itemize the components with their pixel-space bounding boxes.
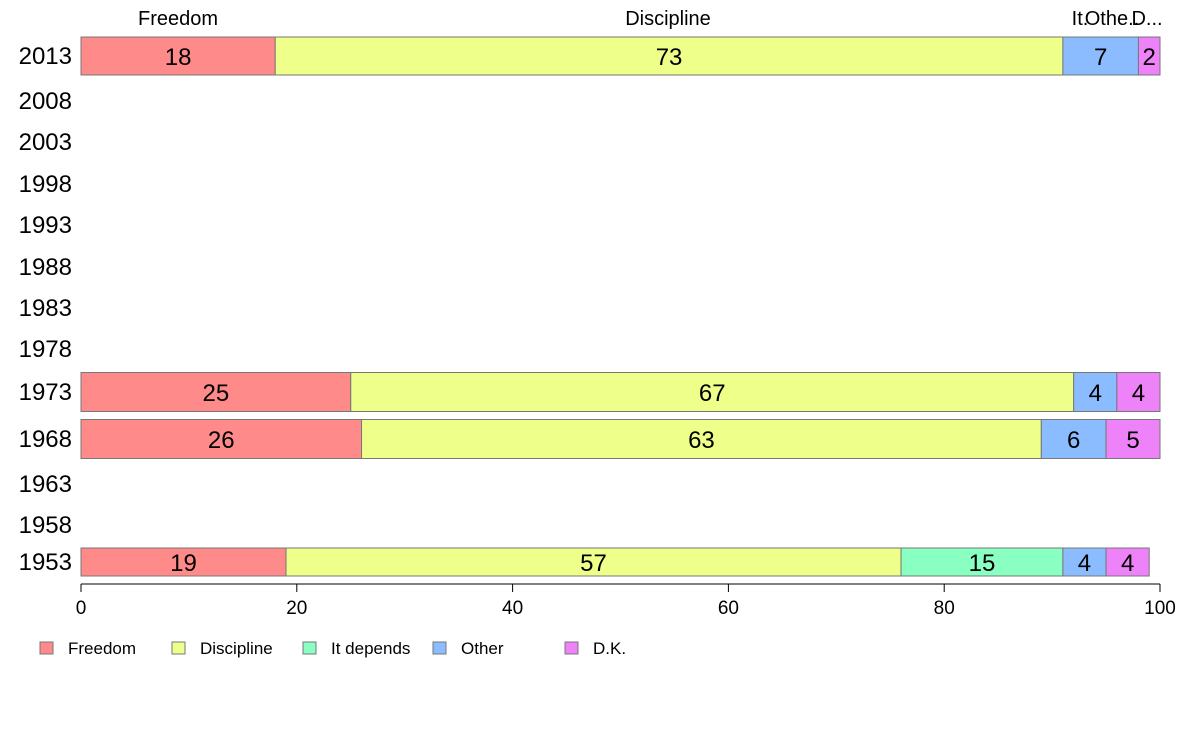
bar-1968-freedom — [80, 419, 363, 459]
legend-label-other: Other — [461, 639, 504, 658]
column-header-2: Discipline — [625, 8, 711, 30]
y-tick-label-1993: 1993 — [19, 212, 72, 239]
bar-2013-d-k — [1137, 36, 1161, 76]
x-tick-label-60: 60 — [718, 598, 739, 619]
bar-1973-d-k — [1116, 372, 1161, 412]
bar-1968-discipline — [361, 419, 1042, 459]
legend-swatch-d-k — [564, 641, 579, 655]
data-label-1953-it-depends: 15 — [969, 550, 996, 577]
column-header-5: D... — [1131, 8, 1162, 30]
y-tick-label-1988: 1988 — [19, 254, 72, 281]
y-axis-tick-labels: 2013 2008 2003 1998 1993 1988 1983 1978 1973 1968… — [19, 43, 72, 576]
bar-1953-other — [1062, 547, 1107, 577]
bar-2013-other — [1062, 36, 1139, 76]
y-tick-label-1973: 1973 — [19, 379, 72, 406]
data-label-1973-other: 4 — [1089, 380, 1102, 407]
bars: 18 73 7 2 25 67 4 4 26 63 6 5 19 57 15 4 4 — [80, 36, 1161, 577]
data-label-1973-d-k: 4 — [1132, 380, 1145, 407]
x-tick-label-40: 40 — [502, 598, 523, 619]
x-tick-label-80: 80 — [934, 598, 955, 619]
y-tick-label-1963: 1963 — [19, 471, 72, 498]
legend-swatch-other — [432, 641, 447, 655]
legend-label-discipline: Discipline — [200, 639, 273, 658]
column-header-4: Othe.. — [1085, 8, 1139, 30]
x-tick-label-0: 0 — [76, 598, 87, 619]
legend-swatch-it-depends — [302, 641, 317, 655]
bar-1953-d-k — [1105, 547, 1150, 577]
column-header-labels: Freedom Discipline It.Othe..D... — [138, 8, 1163, 30]
y-tick-label-2013: 2013 — [19, 43, 72, 70]
data-label-1953-freedom: 19 — [170, 550, 197, 577]
bar-1973-discipline — [350, 372, 1075, 412]
y-tick-label-1968: 1968 — [19, 426, 72, 453]
data-label-1968-d-k: 5 — [1126, 427, 1139, 454]
data-label-1968-freedom: 26 — [208, 427, 235, 454]
data-label-2013-discipline: 73 — [656, 44, 683, 71]
bar-1953-discipline — [285, 547, 902, 577]
data-label-2013-other: 7 — [1094, 44, 1107, 71]
bar-1973-other — [1073, 372, 1118, 412]
data-label-1968-other: 6 — [1067, 427, 1080, 454]
x-tick-label-100: 100 — [1144, 598, 1176, 619]
data-label-2013-d-k: 2 — [1143, 44, 1156, 71]
data-label-1973-discipline: 67 — [699, 380, 726, 407]
bar-1968-other — [1040, 419, 1107, 459]
legend-label-it-depends: It depends — [331, 639, 410, 658]
y-tick-label-2003: 2003 — [19, 129, 72, 156]
column-header-3: It. — [1072, 8, 1089, 30]
y-tick-label-1998: 1998 — [19, 171, 72, 198]
y-tick-label-1978: 1978 — [19, 336, 72, 363]
legend-label-d-k: D.K. — [593, 639, 626, 658]
data-label-1953-discipline: 57 — [580, 550, 607, 577]
legend-swatch-discipline — [171, 641, 186, 655]
bar-1953-it-depends — [900, 547, 1064, 577]
x-tick-label-20: 20 — [286, 598, 307, 619]
y-tick-label-2008: 2008 — [19, 88, 72, 115]
data-label-1953-other: 4 — [1078, 550, 1091, 577]
data-label-1973-freedom: 25 — [203, 380, 230, 407]
legend-label-freedom: Freedom — [68, 639, 136, 658]
x-axis: 0 20 40 60 80 100 — [76, 583, 1176, 619]
y-tick-label-1953: 1953 — [19, 549, 72, 576]
data-label-1953-d-k: 4 — [1121, 550, 1134, 577]
data-label-1968-discipline: 63 — [688, 427, 715, 454]
legend-swatch-freedom — [39, 641, 54, 655]
bar-1968-d-k — [1105, 419, 1161, 459]
data-label-2013-freedom: 18 — [165, 44, 192, 71]
y-tick-label-1983: 1983 — [19, 295, 72, 322]
legend: Freedom Discipline It depends Other D.K. — [39, 639, 626, 658]
bar-2013-freedom — [80, 36, 276, 76]
column-header-1: Freedom — [138, 8, 218, 30]
y-tick-label-1958: 1958 — [19, 512, 72, 539]
